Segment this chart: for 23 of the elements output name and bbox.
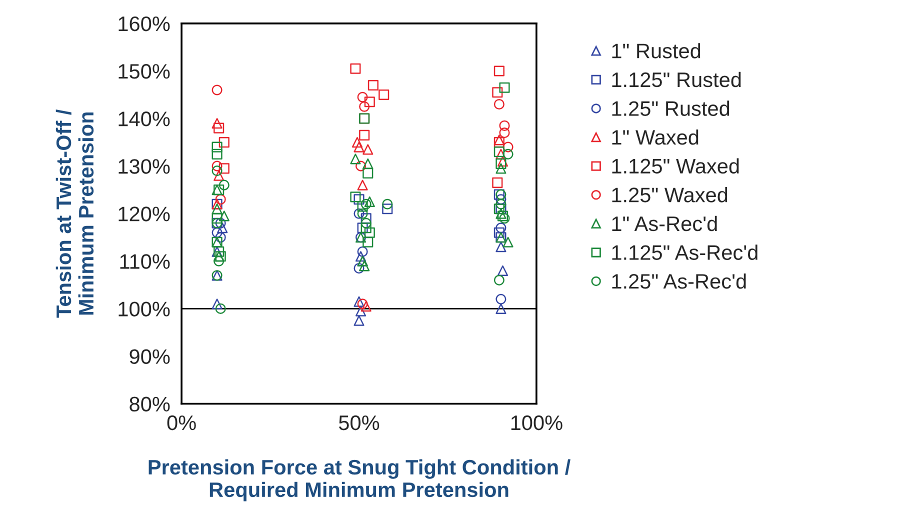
x-tick-label: 100%	[511, 415, 562, 430]
x-tick-label: 50%	[338, 415, 380, 430]
y-tick-label: 140%	[118, 112, 170, 126]
x-axis-title: Pretension Force at Snug Tight Condition / Required Minimum Pretension	[148, 459, 570, 502]
legend-label: 1.25" Waxed	[612, 187, 728, 202]
legend-label: 1.125" As-Rec'd	[612, 244, 758, 260]
y-tick-label: 130%	[118, 159, 170, 174]
legend-label: 1.125" Rusted	[612, 72, 741, 88]
legend-label: 1" As-Rec'd	[612, 216, 717, 232]
legend-label: 1.25" As-Rec'd	[612, 273, 746, 289]
y-tick-label: 100%	[118, 302, 170, 316]
x-tick-label: 0%	[167, 415, 196, 430]
y-axis-title: Tension at Twist-Off / Minimum Pretension	[56, 109, 94, 318]
legend-label: 1.125" Waxed	[612, 158, 739, 174]
legend-label: 1" Waxed	[612, 129, 698, 145]
legend-label: 1.25" Rusted	[612, 100, 730, 116]
y-tick-label: 160%	[118, 16, 170, 32]
y-tick-label: 80%	[130, 396, 170, 412]
y-tick-label: 110%	[120, 254, 170, 269]
legend-label: 1" Rusted	[612, 43, 700, 58]
y-tick-label: 120%	[118, 206, 170, 222]
y-tick-label: 90%	[130, 349, 170, 364]
y-tick-label: 150%	[118, 64, 170, 79]
